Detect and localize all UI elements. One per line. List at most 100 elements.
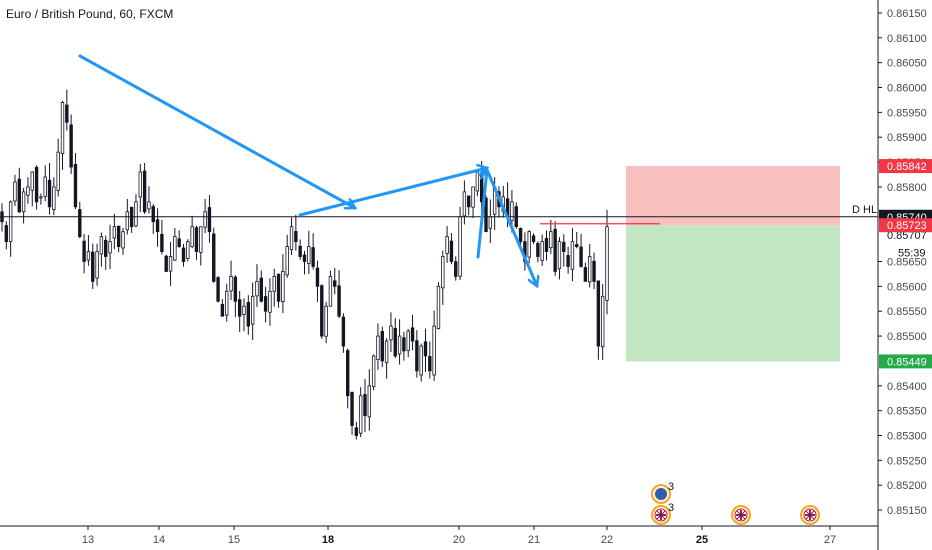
event-markers[interactable]: 33 xyxy=(651,481,820,525)
candle xyxy=(177,230,181,248)
candle xyxy=(307,230,311,274)
candle xyxy=(95,243,99,286)
candle xyxy=(78,201,82,239)
candle xyxy=(263,286,268,323)
candle xyxy=(173,228,177,261)
candle xyxy=(562,234,566,267)
candle xyxy=(531,233,536,245)
candle-body xyxy=(104,239,108,257)
candle-body xyxy=(199,226,203,253)
candle xyxy=(43,165,47,202)
candle-body xyxy=(203,211,207,228)
time-axis[interactable]: 13 14 15 18 20 21 22 25 27 xyxy=(0,525,878,546)
price-axis-bg xyxy=(878,0,932,550)
candle-body xyxy=(462,191,467,217)
candle-body xyxy=(250,295,255,325)
time-tick-label: 27 xyxy=(824,534,836,546)
candle xyxy=(99,232,104,267)
candle xyxy=(302,250,307,275)
candle xyxy=(186,239,190,262)
candle xyxy=(523,232,527,271)
candle-body xyxy=(320,285,324,337)
flag-diag-2 xyxy=(656,510,666,520)
candle-body xyxy=(419,345,423,376)
candle-body xyxy=(540,241,544,261)
candle xyxy=(52,177,56,216)
candle-body xyxy=(86,251,91,261)
candle-body xyxy=(289,226,294,250)
trend-arrow-down-1[interactable] xyxy=(78,54,355,208)
candle xyxy=(151,203,155,235)
candle-body xyxy=(380,331,384,362)
flag-diag-2 xyxy=(736,510,746,520)
candle-body xyxy=(95,251,99,279)
candle xyxy=(557,237,562,280)
candle xyxy=(129,206,134,233)
candle xyxy=(199,226,203,266)
candle-body xyxy=(168,256,173,272)
candle xyxy=(575,231,579,249)
candle-body xyxy=(30,171,34,191)
candle-body xyxy=(237,299,242,317)
candle xyxy=(389,312,393,353)
candle xyxy=(0,203,4,232)
candle xyxy=(104,235,108,270)
candle-body xyxy=(255,280,259,297)
candle xyxy=(246,295,251,335)
candle xyxy=(380,326,384,368)
uk-event-icon-1[interactable] xyxy=(651,505,671,525)
candle-body xyxy=(225,290,229,316)
candle xyxy=(363,379,367,433)
candle-body xyxy=(423,341,428,357)
candle-body xyxy=(406,330,410,351)
price-tick-label: 0.85400 xyxy=(887,381,927,393)
candle-body xyxy=(562,241,566,252)
price-tick-label: 0.85550 xyxy=(887,306,927,318)
candle xyxy=(570,228,575,282)
candle-body xyxy=(436,285,441,330)
candle-body xyxy=(531,235,536,243)
price-tick-label: 0.85150 xyxy=(887,505,927,517)
candle-body xyxy=(17,178,21,213)
stop-loss-zone[interactable] xyxy=(626,166,840,226)
candle-body xyxy=(246,302,251,327)
entry-price-label[interactable]: 0.85723 xyxy=(887,220,927,232)
candle xyxy=(445,225,449,263)
candle xyxy=(121,227,125,255)
candle xyxy=(34,165,39,210)
candle xyxy=(367,369,372,431)
candle-body xyxy=(479,172,484,203)
target-price-label[interactable]: 0.85449 xyxy=(887,356,927,368)
entry-price-label-bg[interactable] xyxy=(879,218,932,233)
stop-price-label-bg[interactable] xyxy=(879,159,932,174)
candle-body xyxy=(488,216,493,229)
risk-reward-zones[interactable] xyxy=(626,166,840,362)
eu-event-icon[interactable] xyxy=(651,484,671,504)
candle-body xyxy=(4,225,9,243)
candle xyxy=(328,270,333,307)
candle-body xyxy=(341,316,346,347)
price-lines[interactable]: D HL xyxy=(0,204,878,225)
candle xyxy=(458,206,462,280)
candle-body xyxy=(307,246,311,264)
candle xyxy=(255,264,259,307)
trend-arrows[interactable] xyxy=(78,54,537,286)
candles xyxy=(0,89,609,440)
candle-body xyxy=(73,164,78,208)
candle-body xyxy=(8,201,13,242)
trend-arrow-down-2[interactable] xyxy=(485,168,537,286)
trend-arrow-up-2[interactable] xyxy=(476,170,487,259)
candle xyxy=(207,195,212,243)
uk-event-icon-3[interactable] xyxy=(800,505,820,525)
uk-event-icon-2[interactable] xyxy=(731,505,751,525)
candle-body xyxy=(21,191,26,213)
target-price-label-bg[interactable] xyxy=(879,354,932,369)
candle-body xyxy=(358,395,363,434)
price-axis[interactable]: 0.86150 0.86100 0.86050 0.86000 0.85950 0.859… xyxy=(877,0,932,550)
candle-body xyxy=(285,246,289,276)
take-profit-zone[interactable] xyxy=(626,225,840,362)
candle-body xyxy=(116,225,121,247)
trend-arrow-up[interactable] xyxy=(298,168,487,217)
stop-price-label[interactable]: 0.85842 xyxy=(887,161,927,173)
price-tick-label: 0.85200 xyxy=(887,480,927,492)
